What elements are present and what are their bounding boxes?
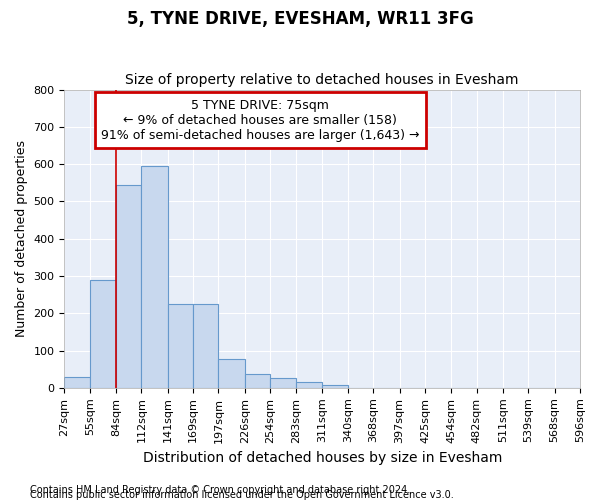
Bar	[142, 166, 168, 388]
Bar	[218, 358, 245, 388]
Title: Size of property relative to detached houses in Evesham: Size of property relative to detached ho…	[125, 73, 519, 87]
Text: 5 TYNE DRIVE: 75sqm
← 9% of detached houses are smaller (158)
91% of semi-detach: 5 TYNE DRIVE: 75sqm ← 9% of detached hou…	[101, 98, 419, 142]
Bar	[116, 184, 142, 388]
X-axis label: Distribution of detached houses by size in Evesham: Distribution of detached houses by size …	[143, 451, 502, 465]
Bar	[322, 385, 348, 388]
Bar	[168, 304, 193, 388]
Bar	[270, 378, 296, 388]
Bar	[193, 304, 218, 388]
Bar	[245, 374, 270, 388]
Bar	[296, 382, 322, 388]
Bar	[64, 378, 90, 388]
Text: 5, TYNE DRIVE, EVESHAM, WR11 3FG: 5, TYNE DRIVE, EVESHAM, WR11 3FG	[127, 10, 473, 28]
Text: Contains HM Land Registry data © Crown copyright and database right 2024.: Contains HM Land Registry data © Crown c…	[30, 485, 410, 495]
Y-axis label: Number of detached properties: Number of detached properties	[15, 140, 28, 337]
Bar	[90, 280, 116, 388]
Text: Contains public sector information licensed under the Open Government Licence v3: Contains public sector information licen…	[30, 490, 454, 500]
